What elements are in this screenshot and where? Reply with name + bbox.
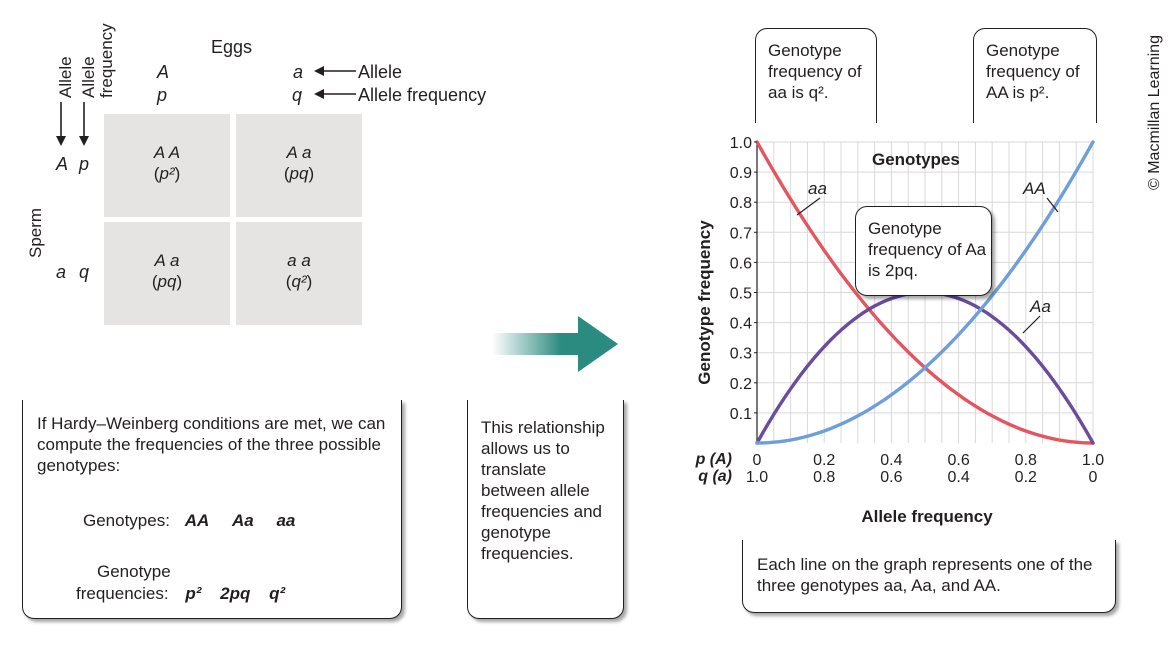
conditions-text: If Hardy–Weinberg conditions are met, we… [37, 414, 386, 475]
leader-aa [796, 197, 821, 216]
genotype-Aa: Aa [231, 511, 254, 530]
y-tick-label: 0.6 [730, 255, 752, 272]
cell-frequency: (p²) [153, 164, 181, 183]
freqs-label-2: frequencies: [76, 584, 169, 603]
punnett-cell-Aa-top: A a (pq) [236, 114, 362, 217]
x-tick-label-q: 0.6 [880, 469, 902, 486]
leader-Aa [1022, 315, 1041, 334]
series-label-aa: aa [808, 179, 827, 198]
row-header-allele-frequency: Allele frequency [79, 23, 116, 98]
x-tick-label-p: 0.2 [813, 452, 835, 469]
x-tick-label-p: 0.8 [1015, 452, 1037, 469]
sperm-freq-p: p [79, 154, 90, 174]
y-tick-label: 0.9 [730, 165, 752, 182]
row-header-allele: Allele [56, 56, 75, 98]
punnett-cell-aa: a a (q²) [236, 222, 362, 325]
chart-title: Genotypes [872, 150, 960, 169]
punnett-cell-Aa-bottom: A a (pq) [104, 222, 230, 325]
y-tick-label: 0.8 [730, 195, 752, 212]
genotype-AA: AA [184, 511, 210, 530]
egg-freq-q: q [292, 85, 303, 105]
p-axis-label: p (A) [695, 451, 732, 468]
x-tick-label-p: 0 [753, 452, 762, 469]
x-tick-label-q: 0.4 [947, 469, 969, 486]
y-tick-label: 0.2 [730, 376, 752, 393]
allele-frequency-label: Allele frequency [358, 85, 487, 105]
series-label-leaders [796, 197, 1059, 334]
genotype-frequency-chart: 1.00.90.80.70.60.50.40.30.20.101.00.20.8… [695, 135, 1105, 526]
cell-frequency: (pq) [151, 272, 183, 291]
arrow-shape [492, 316, 618, 372]
freq-2pq: 2pq [220, 584, 251, 603]
callout-AA-text: Genotype frequency of AA is p². [986, 41, 1080, 102]
chart-ylabel: Genotype frequency [695, 220, 714, 385]
y-tick-label: 0.5 [730, 286, 752, 303]
freqs-row: frequencies: p² 2pq q² [76, 583, 285, 604]
freq-p2: p² [185, 584, 202, 603]
y-tick-label: 0.1 [730, 406, 752, 423]
genotypes-label: Genotypes: [83, 511, 170, 530]
cell-genotype: A a [154, 251, 180, 270]
callout-bottom: Each line on the graph represents one of… [742, 540, 1116, 613]
y-tick-label: 0.3 [730, 346, 752, 363]
genotype-aa: aa [276, 511, 296, 530]
y-tick-label: 0.4 [730, 316, 752, 333]
callout-Aa-text: Genotype frequency of Aa is 2pq. [868, 219, 987, 280]
allele-label: Allele [358, 62, 403, 82]
callout-Aa: Genotype frequency of Aa is 2pq. [855, 206, 992, 296]
q-axis-label: q (a) [698, 468, 732, 485]
relationship-box: This relationship allows us to translate… [467, 400, 624, 619]
row-header-freq-text: Allele frequency [79, 23, 116, 98]
freqs-label-1: Genotype [97, 562, 171, 581]
conditions-box: If Hardy–Weinberg conditions are met, we… [22, 400, 402, 619]
callout-aa-text: Genotype frequency of aa is q². [768, 41, 862, 102]
cell-genotype: a a [287, 251, 311, 270]
series-label-AA: AA [1022, 179, 1046, 198]
y-tick-label: 0.7 [730, 225, 752, 242]
cell-genotype: A A [153, 143, 181, 162]
sperm-label: Sperm [26, 207, 45, 258]
cell-frequency: (q²) [285, 272, 313, 291]
punnett-cell-AA: A A (p²) [104, 114, 230, 217]
series-label-Aa: Aa [1029, 297, 1051, 316]
cell-genotype: A a [286, 143, 312, 162]
egg-freq-p: p [157, 85, 168, 105]
sperm-freq-q: q [79, 262, 90, 282]
series-line-AA [755, 140, 1095, 445]
sperm-allele-a: a [56, 262, 67, 282]
x-tick-label-q: 0.8 [813, 469, 835, 486]
copyright: © Macmillan Learning [1146, 35, 1163, 190]
allele-pointer-arrows [314, 66, 356, 99]
egg-allele-A: A [157, 62, 170, 82]
egg-allele-a: a [293, 62, 304, 82]
relationship-text: This relationship allows us to translate… [481, 418, 605, 563]
eggs-label: Eggs [211, 37, 253, 57]
sperm-allele-A: A [56, 154, 69, 174]
callout-aa: Genotype frequency of aa is q². [755, 28, 877, 123]
cell-frequency: (pq) [283, 164, 315, 183]
genotypes-row: Genotypes: AA Aa aa [83, 510, 295, 531]
chart-ticks: 1.00.90.80.70.60.50.40.30.20.101.00.20.8… [730, 135, 1104, 486]
translation-arrow [492, 316, 618, 372]
x-tick-label-q: 0 [1089, 469, 1098, 486]
x-tick-label-p: 1.0 [1082, 452, 1104, 469]
y-tick-label: 1.0 [730, 135, 752, 152]
x-tick-label-p: 0.6 [947, 452, 969, 469]
callout-bottom-text: Each line on the graph represents one of… [757, 555, 1093, 595]
freq-q2: q² [269, 584, 286, 603]
x-tick-label-q: 1.0 [746, 469, 768, 486]
x-tick-label-p: 0.4 [880, 452, 902, 469]
leader-AA [1046, 197, 1059, 213]
callout-AA: Genotype frequency of AA is p². [973, 28, 1097, 123]
chart-xlabel: Allele frequency [861, 507, 993, 526]
row-header-down-arrows [56, 102, 89, 146]
x-tick-label-q: 0.2 [1015, 469, 1037, 486]
